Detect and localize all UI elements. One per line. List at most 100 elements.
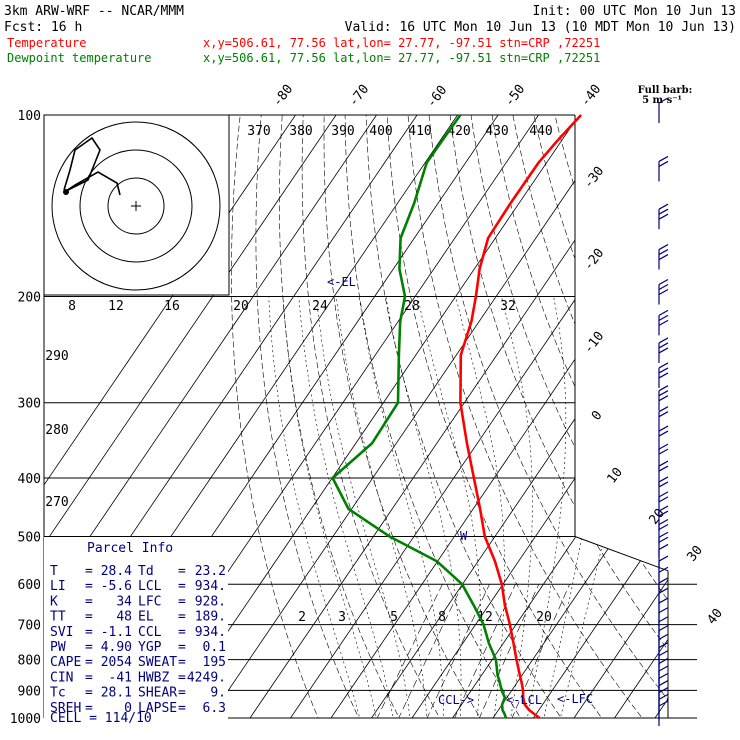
dry-adiabat — [279, 115, 407, 718]
barb-flag — [658, 465, 669, 472]
isotherm-label: 0 — [589, 408, 606, 423]
isotherm-label: -40 — [578, 82, 604, 110]
ring-label: 8 — [68, 299, 76, 314]
barb-flag — [658, 680, 669, 687]
barb-flag — [658, 687, 669, 694]
barb-flag — [658, 510, 669, 517]
parcel-row-label: SREH — [50, 701, 81, 716]
isotherm-line — [44, 115, 337, 718]
theta-label: 400 — [369, 124, 392, 139]
dry-adiabat — [301, 115, 448, 718]
parcel-row-value: 934. — [195, 579, 226, 594]
ring-label: 16 — [164, 299, 180, 314]
parcel-row-label: YGP — [138, 640, 162, 655]
barb-flag — [658, 523, 669, 531]
hodograph-trace — [63, 136, 121, 196]
dry-adiabat — [428, 115, 668, 718]
pressure-label: 500 — [18, 530, 41, 545]
isotherm-line — [44, 115, 377, 718]
parcel-row: TT = 48 EL = 189. — [50, 610, 226, 625]
theta-label: 440 — [529, 124, 552, 139]
barb-flag — [658, 155, 669, 162]
parcel-row-label: SHEAR — [138, 686, 177, 701]
parcel-row-label: HWBZ — [138, 670, 169, 685]
theta-label: 420 — [447, 124, 470, 139]
barb-flag — [658, 460, 669, 467]
hodograph — [43, 114, 230, 296]
dry-adiabat — [470, 115, 668, 718]
parcel-row: PW = 4.90 YGP = 0.1 — [50, 640, 226, 655]
dry-adiabat — [407, 115, 653, 718]
wind-barbs — [658, 97, 669, 726]
hodograph-ring — [79, 149, 193, 263]
moist-adiabat — [268, 296, 364, 718]
parcel-row-value: 6.3 — [203, 701, 226, 716]
wind-barb — [658, 700, 669, 726]
moist-adiabat — [524, 296, 567, 718]
isotherm-label: -60 — [424, 83, 450, 111]
ring-label: 20 — [233, 299, 249, 314]
frame-diag — [574, 536, 669, 572]
mixing-ratio-label: 20 — [536, 610, 552, 625]
barb-flag — [658, 543, 669, 550]
barb-flag — [658, 481, 669, 488]
lfc-marker: <-LFC — [557, 692, 593, 706]
wind-barb — [658, 309, 669, 336]
barb-flag — [658, 395, 669, 402]
barb-flag — [658, 254, 669, 261]
mixing-ratio-line — [506, 584, 570, 718]
parcel-row: SVI = -1.1 CCL = 934. — [50, 625, 226, 640]
lcl-marker: <-LCL — [506, 693, 542, 707]
barb-flag — [658, 597, 669, 604]
isotherm-line — [200, 115, 620, 718]
pressure-label: 400 — [18, 472, 41, 487]
parcel-row-value: 2054 — [101, 655, 132, 670]
valid-time: Valid: 16 UTC Mon 10 Jun 13 (10 MDT Mon … — [345, 20, 736, 35]
parcel-row-value: -1.1 — [101, 625, 132, 640]
dry-adiabat — [681, 115, 740, 731]
pressure-label: 700 — [18, 619, 41, 634]
barb-flag — [658, 657, 669, 664]
parcel-row-value: -5.6 — [101, 579, 132, 594]
barb-flag — [658, 672, 669, 679]
moist-adiabat — [335, 296, 428, 718]
barb-flag — [658, 496, 669, 503]
parcel-info-rows: T = 28.4 Td = 23.2 LI = -5.6 LCL = 934. K = 34 LFC = 928.… — [50, 564, 226, 716]
hodograph-ring — [107, 177, 165, 235]
barb-flag — [658, 536, 669, 543]
isotherm-label: -50 — [502, 82, 528, 110]
barb-flag — [658, 362, 669, 369]
barb-legend-line1: Full barb: — [638, 85, 693, 96]
isotherm-label: -10 — [581, 329, 607, 357]
dry-adiabat — [449, 115, 668, 718]
dewpoint-legend-info: x,y=506.61, 77.56 lat,lon= 27.77, -97.51… — [203, 51, 600, 65]
dry-adiabat — [323, 115, 489, 718]
barb-flag — [658, 283, 669, 291]
wind-barb — [658, 337, 669, 363]
barb-flag — [658, 665, 669, 672]
barb-flag — [658, 566, 669, 573]
moist-adiabat — [417, 296, 482, 718]
barb-flag — [658, 700, 669, 707]
temperature-profile — [459, 114, 583, 720]
isotherm-label: 30 — [685, 543, 706, 565]
barb-flag — [658, 367, 669, 374]
dry-adiabat — [386, 115, 612, 718]
isotherm-label: -20 — [581, 246, 607, 274]
barb-flag — [658, 430, 669, 437]
moist-adiabat — [501, 296, 533, 718]
barb-flag — [658, 314, 669, 321]
parcel-row-label: Td — [138, 564, 154, 579]
barb-flag — [658, 203, 669, 210]
parcel-row-value: -41 — [109, 670, 132, 685]
parcel-row-value: 28.4 — [101, 564, 132, 579]
isotherm-label: -30 — [581, 164, 607, 192]
barb-flag — [658, 577, 669, 584]
barb-flag — [658, 97, 669, 104]
parcel-row-value: 934. — [195, 625, 226, 640]
isotherm-line — [362, 115, 668, 718]
isotherm-label: 40 — [705, 606, 726, 628]
parcel-row-label: TT — [50, 610, 66, 625]
dry-adiabat — [554, 115, 668, 718]
